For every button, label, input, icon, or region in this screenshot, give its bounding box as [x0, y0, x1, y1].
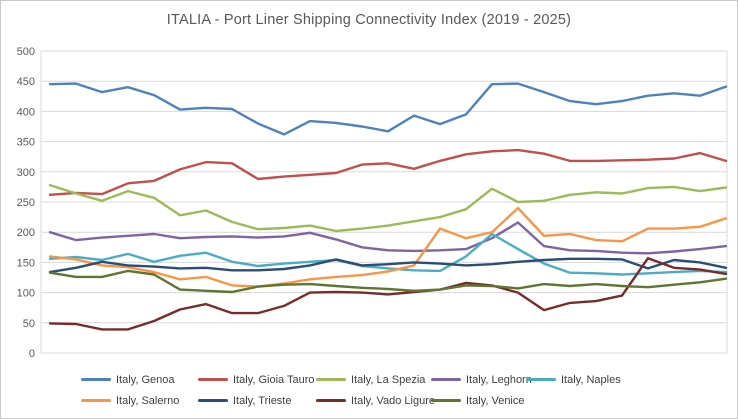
legend-item-italy-trieste: Italy, Trieste: [198, 394, 291, 408]
y-axis-tick-label: 150: [17, 257, 35, 269]
legend-label: Italy, La Spezia: [351, 374, 426, 387]
y-axis-tick-label: 250: [17, 197, 35, 209]
legend-label: Italy, Salerno: [116, 395, 180, 408]
legend-item-italy-naples: Italy, Naples: [526, 373, 621, 387]
y-axis-tick-label: 350: [17, 137, 35, 149]
legend-line-swatch-icon: [431, 377, 461, 381]
legend-label: Italy, Leghorn: [466, 374, 532, 387]
legend-label: Italy, Vado Ligure: [351, 395, 435, 408]
legend-line-swatch-icon: [81, 377, 111, 381]
legend-line-swatch-icon: [431, 398, 461, 402]
legend-item-italy-leghorn: Italy, Leghorn: [431, 373, 532, 387]
series-italy-leghorn: [48, 221, 728, 255]
legend-label: Italy, Gioia Tauro: [233, 374, 315, 387]
legend-line-swatch-icon: [316, 398, 346, 402]
y-axis-tick-label: 0: [29, 348, 35, 360]
legend-item-italy-salerno: Italy, Salerno: [81, 394, 179, 408]
legend-line-swatch-icon: [198, 377, 228, 381]
legend-line-swatch-icon: [198, 398, 228, 402]
series-italy-la-spezia: [48, 183, 728, 233]
legend-line-swatch-icon: [316, 377, 346, 381]
series-italy-trieste: [48, 257, 728, 274]
y-axis-tick-label: 400: [17, 106, 35, 118]
y-axis-tick-label: 50: [23, 318, 35, 330]
legend-line-swatch-icon: [526, 377, 556, 381]
y-axis-tick-label: 200: [17, 227, 35, 239]
legend-label: Italy, Naples: [561, 374, 621, 387]
legend-item-italy-la-spezia: Italy, La Spezia: [316, 373, 425, 387]
legend-line-swatch-icon: [81, 398, 111, 402]
legend-item-italy-genoa: Italy, Genoa: [81, 373, 175, 387]
y-axis-tick-label: 300: [17, 167, 35, 179]
legend-label: Italy, Venice: [466, 395, 525, 408]
series-italy-salerno: [48, 206, 728, 288]
y-axis-tick-label: 500: [17, 46, 35, 58]
legend-label: Italy, Trieste: [233, 395, 292, 408]
series-italy-genoa: [48, 82, 728, 136]
legend-item-italy-venice: Italy, Venice: [431, 394, 525, 408]
y-axis-tick-label: 450: [17, 76, 35, 88]
legend-label: Italy, Genoa: [116, 374, 175, 387]
chart-title: ITALIA - Port Liner Shipping Connectivit…: [166, 12, 572, 28]
series-italy-naples: [48, 232, 728, 276]
legend-item-italy-gioia-tauro: Italy, Gioia Tauro: [198, 373, 315, 387]
series-italy-gioia-tauro: [48, 148, 728, 197]
series-italy-vado-ligure: [48, 257, 728, 331]
y-axis-tick-label: 100: [17, 288, 35, 300]
legend-item-italy-vado-ligure: Italy, Vado Ligure: [316, 394, 435, 408]
series-italy-venice: [48, 269, 728, 294]
